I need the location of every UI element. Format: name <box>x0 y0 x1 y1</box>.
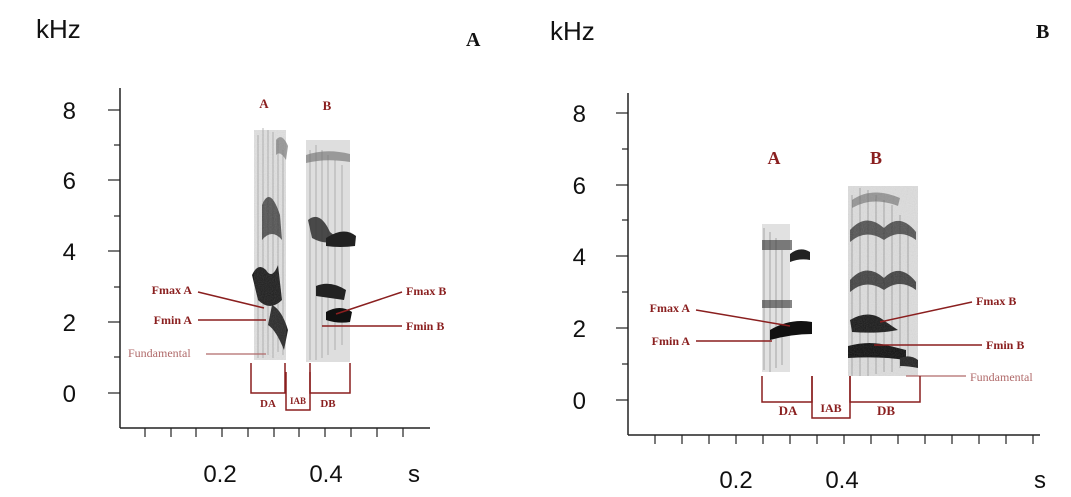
panel-a-spectrogram <box>252 128 356 362</box>
panel-b-y-unit: kHz <box>550 16 595 46</box>
panel-a-y-tick-8: 8 <box>63 98 76 125</box>
panel-a-x-unit: s <box>408 461 420 488</box>
panel-a-leader-fmax-a <box>197 291 265 309</box>
panel-b-leader-fmax-b <box>879 301 973 323</box>
panel-b-x-unit: s <box>1034 467 1046 494</box>
panel-b-anno-fmax-b: Fmax B <box>976 294 1016 308</box>
panel-b-anno-fmin-a: Fmin A <box>652 334 691 348</box>
panel-a-bracket-label-da: DA <box>260 398 276 410</box>
panel-a-bracket-da <box>250 363 286 394</box>
panel-a-anno-fmax-a: Fmax A <box>152 283 193 297</box>
panel-a-leader-fmax-b <box>335 291 403 315</box>
panel-a-bracket-db <box>309 363 351 394</box>
panel-b-bracket-da <box>761 376 813 403</box>
panel-b-x-tick-marks <box>654 435 1034 444</box>
panel-b-note-label-b: B <box>870 148 882 168</box>
panel-a-anno-fundamental: Fundamental <box>128 346 191 360</box>
panel-b-x-tick-0-4: 0.4 <box>825 467 858 494</box>
panel-a-note-label-b: B <box>323 98 332 113</box>
panel-b-bracket-label-iab: IAB <box>820 401 841 415</box>
panel-a-y-tick-marks <box>108 109 120 394</box>
panel-b-bracket-label-da: DA <box>779 403 798 418</box>
panel-a-bracket-label-db: DB <box>320 398 336 410</box>
panel-a-x-tick-marks <box>144 428 404 437</box>
panel-b-y-tick-6: 6 <box>573 173 586 200</box>
panel-a-y-tick-0: 0 <box>63 381 76 408</box>
panel-a-anno-fmin-a: Fmin A <box>154 313 193 327</box>
panel-b-y-tick-0: 0 <box>573 388 586 415</box>
panel-a-x-tick-0-2: 0.2 <box>203 461 236 488</box>
panel-a-letter: A <box>466 29 481 51</box>
panel-b-y-tick-8: 8 <box>573 101 586 128</box>
panel-b-y-tick-marks <box>616 112 628 401</box>
panel-b-anno-fundamental: Fundamental <box>970 370 1033 384</box>
panel-b-bracket-label-db: DB <box>877 403 895 418</box>
panel-a-x-tick-0-4: 0.4 <box>309 461 342 488</box>
panel-b-leader-fmax-a <box>695 309 791 327</box>
panel-a-y-tick-6: 6 <box>63 168 76 195</box>
panel-b-anno-fmax-a: Fmax A <box>650 301 691 315</box>
panel-a-y-unit: kHz <box>36 14 81 44</box>
panel-a-note-label-a: A <box>259 96 269 111</box>
panel-b-anno-fmin-b: Fmin B <box>986 338 1024 352</box>
panel-a-anno-fmin-b: Fmin B <box>406 319 444 333</box>
panel-a: kHz A 0 2 4 6 8 <box>36 14 481 488</box>
panel-b-y-tick-4: 4 <box>573 244 586 271</box>
panel-a-bracket-label-iab: IAB <box>290 396 306 406</box>
panel-b-bracket-db <box>849 376 921 403</box>
panel-b-letter: B <box>1036 21 1049 43</box>
panel-a-y-tick-4: 4 <box>63 239 76 266</box>
panel-b-spectrogram <box>762 186 918 376</box>
panel-b: kHz B 0 2 4 6 8 <box>550 16 1049 494</box>
panel-a-y-tick-2: 2 <box>63 310 76 337</box>
panel-a-anno-fmax-b: Fmax B <box>406 284 446 298</box>
panel-b-y-tick-2: 2 <box>573 316 586 343</box>
panel-b-x-tick-0-2: 0.2 <box>719 467 752 494</box>
panel-b-note-label-a: A <box>768 148 781 168</box>
